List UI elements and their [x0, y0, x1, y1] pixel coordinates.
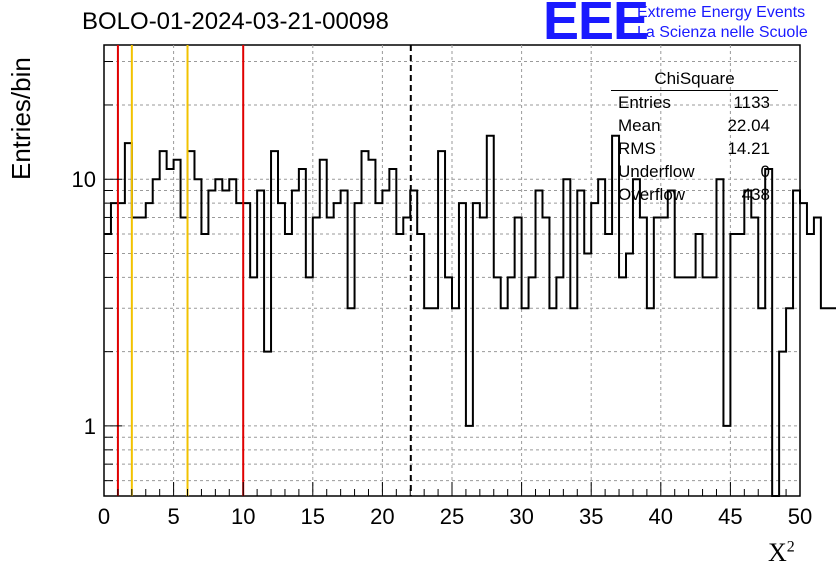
x-tick-label: 40 [649, 504, 673, 529]
x-tick-label: 15 [301, 504, 325, 529]
stats-value: 14.21 [727, 139, 770, 158]
x-tick-label: 20 [370, 504, 394, 529]
stats-key: Underflow [618, 162, 695, 181]
x-tick-label: 35 [579, 504, 603, 529]
x-axis-label: X2 [768, 538, 795, 568]
stats-key: Overflow [618, 185, 686, 204]
x-tick-label: 5 [167, 504, 179, 529]
stats-row-mean: Mean 22.04 [611, 114, 778, 137]
logo-line-2: La Scienza nelle Scuole [637, 24, 808, 41]
stats-value: 0 [760, 162, 770, 181]
stats-key: Mean [618, 116, 661, 135]
x-tick-label: 25 [440, 504, 464, 529]
x-tick-label: 10 [231, 504, 255, 529]
logo-line-1: Extreme Energy Events [637, 4, 806, 21]
eee-logo: EEE [543, 0, 649, 51]
histogram-series [104, 134, 836, 497]
x-axis-label-superscript: 2 [786, 538, 795, 556]
stats-row-rms: RMS 14.21 [611, 137, 778, 160]
histogram-outline [104, 134, 836, 497]
x-tick-label: 45 [718, 504, 742, 529]
stats-value: 22.04 [727, 116, 770, 135]
x-tick-label: 30 [509, 504, 533, 529]
stats-value: 1133 [733, 93, 770, 112]
x-axis-label-base: X [768, 538, 787, 567]
x-tick-label: 0 [98, 504, 110, 529]
axes: 0 5 10 15 20 25 30 35 40 45 50 1 10 [72, 61, 812, 529]
reference-lines [116, 45, 412, 496]
stats-key: RMS [618, 139, 656, 158]
stats-row-overflow: Overflow 438 [611, 183, 778, 206]
y-tick-label: 1 [84, 414, 96, 439]
stats-box: ChiSquare Entries 1133 Mean 22.04 RMS 14.21… [611, 68, 778, 209]
chart-title: BOLO-01-2024-03-21-00098 [82, 8, 389, 35]
stats-key: Entries [618, 93, 671, 112]
stats-title: ChiSquare [611, 68, 778, 91]
x-tick-label: 50 [788, 504, 812, 529]
stats-row-entries: Entries 1133 [611, 91, 778, 114]
y-tick-label: 10 [72, 167, 96, 192]
y-axis-label: Entries/bin [6, 57, 36, 180]
stats-value: 438 [741, 185, 770, 204]
stats-row-underflow: Underflow 0 [611, 160, 778, 183]
